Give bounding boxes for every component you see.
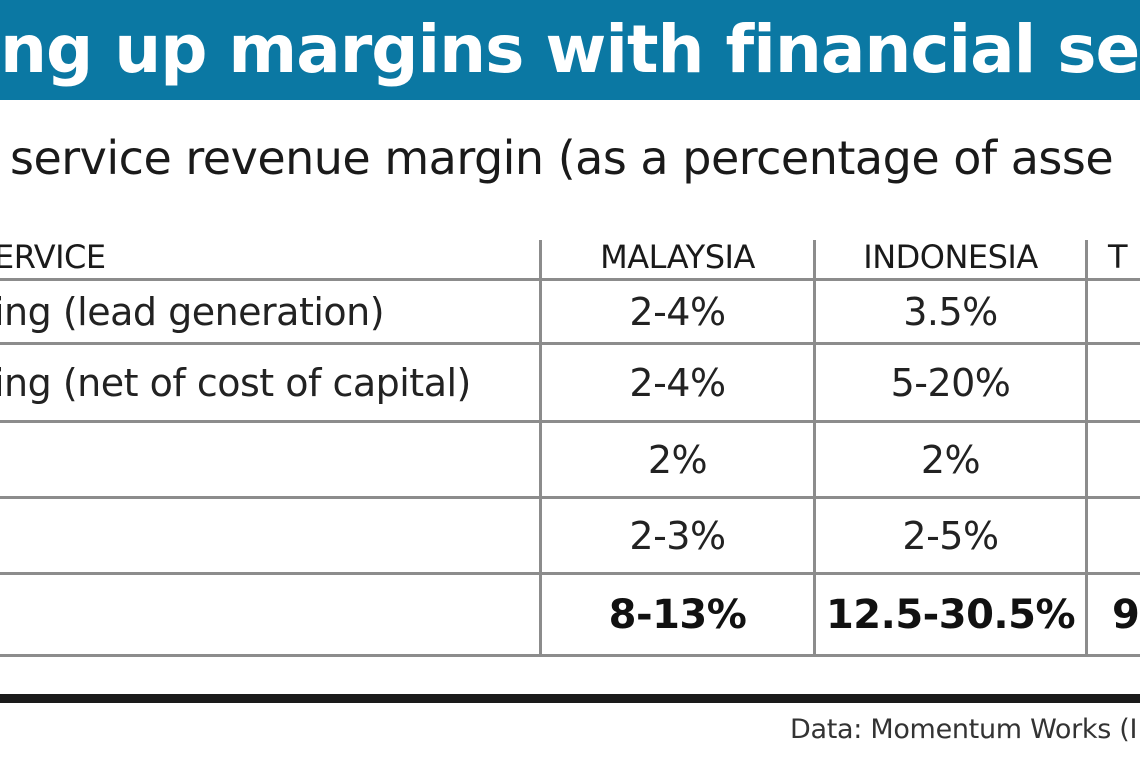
- service-cell: ing (net of cost of capital): [0, 345, 534, 420]
- service-cell: ing (lead generation): [0, 281, 534, 342]
- margin-table: ERVICE MALAYSIA INDONESIA T ing (lead ge…: [0, 236, 1140, 660]
- header-indonesia: INDONESIA: [816, 236, 1085, 278]
- row-divider: [0, 420, 1140, 423]
- service-label: ing (lead generation): [0, 289, 385, 334]
- column-divider: [813, 240, 816, 656]
- row-divider: [0, 496, 1140, 499]
- malaysia-total: 8-13%: [608, 591, 747, 638]
- header-malaysia-label: MALAYSIA: [600, 238, 755, 276]
- indonesia-value: 2-5%: [902, 513, 999, 558]
- malaysia-cell: 2-4%: [542, 281, 813, 342]
- malaysia-value: 2%: [647, 437, 708, 482]
- footer-rule: [0, 694, 1140, 703]
- table-row: ing (lead generation) 2-4% 3.5%: [0, 281, 1140, 342]
- service-label: ing (net of cost of capital): [0, 360, 471, 405]
- header-service-label: ERVICE: [0, 238, 106, 276]
- column-divider: [539, 240, 542, 656]
- indonesia-value: 2%: [920, 437, 981, 482]
- service-cell: [0, 423, 534, 496]
- source-note: Data: Momentum Works (I: [790, 714, 1138, 745]
- chart-title: ng up margins with financial ser: [0, 11, 1140, 88]
- indonesia-value: 3.5%: [903, 289, 998, 334]
- service-cell: [0, 575, 534, 654]
- row-divider: [0, 278, 1140, 281]
- malaysia-cell: 2%: [542, 423, 813, 496]
- row-divider: [0, 342, 1140, 345]
- header-fourth-label: T: [1108, 238, 1128, 276]
- table-row: 2-3% 2-5%: [0, 499, 1140, 572]
- malaysia-cell: 2-3%: [542, 499, 813, 572]
- header-fourth: T: [1108, 236, 1140, 278]
- table-total-row: 8-13% 12.5-30.5% 9: [0, 575, 1140, 654]
- fourth-total-cell: 9: [1112, 575, 1140, 654]
- header-service: ERVICE: [0, 236, 524, 278]
- malaysia-cell: 2-4%: [542, 345, 813, 420]
- indonesia-cell: 3.5%: [816, 281, 1085, 342]
- indonesia-cell: 2-5%: [816, 499, 1085, 572]
- row-divider: [0, 572, 1140, 575]
- header-malaysia: MALAYSIA: [542, 236, 813, 278]
- header-indonesia-label: INDONESIA: [863, 238, 1038, 276]
- service-cell: [0, 499, 534, 572]
- indonesia-total: 12.5-30.5%: [825, 591, 1076, 638]
- table-header-row: ERVICE MALAYSIA INDONESIA T: [0, 236, 1140, 278]
- indonesia-total-cell: 12.5-30.5%: [816, 575, 1085, 654]
- malaysia-value: 2-4%: [629, 289, 726, 334]
- table-row: ing (net of cost of capital) 2-4% 5-20%: [0, 345, 1140, 420]
- indonesia-cell: 5-20%: [816, 345, 1085, 420]
- fourth-total: 9: [1112, 591, 1140, 638]
- column-divider: [1085, 240, 1088, 656]
- malaysia-total-cell: 8-13%: [542, 575, 813, 654]
- malaysia-value: 2-3%: [629, 513, 726, 558]
- malaysia-value: 2-4%: [629, 360, 726, 405]
- chart-subtitle: service revenue margin (as a percentage …: [10, 131, 1114, 185]
- indonesia-value: 5-20%: [890, 360, 1011, 405]
- row-divider: [0, 654, 1140, 657]
- title-banner: ng up margins with financial ser: [0, 0, 1140, 100]
- indonesia-cell: 2%: [816, 423, 1085, 496]
- table-row: 2% 2%: [0, 423, 1140, 496]
